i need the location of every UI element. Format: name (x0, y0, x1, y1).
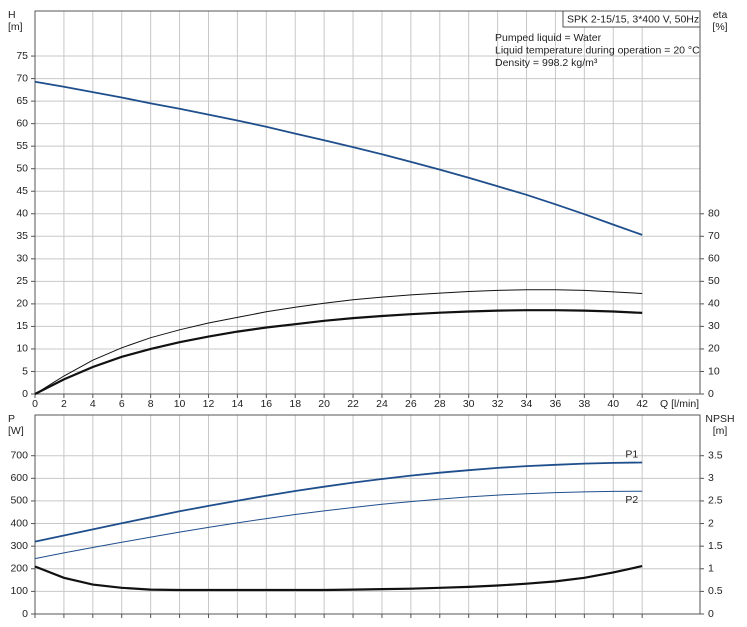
y-tick-label: 40 (16, 208, 28, 220)
y-tick-label: 75 (16, 50, 28, 62)
y-tick-label: 55 (16, 140, 28, 152)
y-axis-label: P (8, 413, 15, 425)
annotation-line: Pumped liquid = Water (495, 32, 602, 44)
y2-tick-label: 2 (708, 517, 714, 529)
y2-tick-label: 30 (708, 320, 720, 332)
series-label: P1 (625, 448, 638, 460)
y-tick-label: 300 (10, 540, 28, 552)
y-tick-label: 600 (10, 472, 28, 484)
x-axis-label: Q [l/min] (660, 398, 699, 410)
y-tick-label: 700 (10, 449, 28, 461)
x-tick-label: 12 (203, 398, 215, 410)
y2-tick-label: 1 (708, 563, 714, 575)
y-axis-label: [m] (8, 21, 23, 33)
x-tick-label: 22 (347, 398, 359, 410)
x-tick-label: 16 (260, 398, 272, 410)
y2-tick-label: 0 (708, 608, 714, 620)
curve (34, 309, 643, 395)
y2-tick-label: 70 (708, 230, 720, 242)
y2-tick-label: 20 (708, 343, 720, 355)
annotation-box (562, 10, 701, 28)
y2-tick-label: 2.5 (708, 495, 723, 507)
y-tick-label: 5 (22, 365, 28, 377)
y2-tick-label: 10 (708, 365, 720, 377)
y-tick-label: 500 (10, 495, 28, 507)
y-tick-label: 400 (10, 517, 28, 529)
x-tick-label: 34 (521, 398, 533, 410)
curve (34, 80, 643, 236)
annotation-title: SPK 2-15/15, 3*400 V, 50Hz (567, 13, 699, 25)
x-tick-label: 36 (550, 398, 562, 410)
x-tick-label: 4 (90, 398, 96, 410)
y-tick-label: 0 (22, 608, 28, 620)
y-axis-label: [W] (8, 425, 24, 437)
x-tick-label: 20 (318, 398, 330, 410)
y2-tick-label: 3 (708, 472, 714, 484)
y-axis-label: H (8, 9, 16, 21)
y-tick-label: 200 (10, 563, 28, 575)
y2-tick-label: 80 (708, 208, 720, 220)
x-tick-label: 28 (434, 398, 446, 410)
annotation-line: Density = 998.2 kg/m³ (495, 57, 598, 69)
y-tick-label: 30 (16, 253, 28, 265)
curve (34, 490, 643, 560)
x-tick-label: 0 (32, 398, 38, 410)
x-tick-label: 18 (289, 398, 301, 410)
x-tick-label: 6 (119, 398, 125, 410)
y-tick-label: 20 (16, 298, 28, 310)
curve (34, 461, 643, 543)
y2-axis-label: eta (713, 9, 728, 21)
x-tick-label: 26 (405, 398, 417, 410)
y2-tick-label: 40 (708, 298, 720, 310)
y-tick-label: 70 (16, 72, 28, 84)
y-tick-label: 10 (16, 343, 28, 355)
y-tick-label: 15 (16, 320, 28, 332)
y2-tick-label: 60 (708, 253, 720, 265)
y-tick-label: 25 (16, 275, 28, 287)
x-tick-label: 40 (607, 398, 619, 410)
plot-frame (34, 10, 701, 395)
y2-axis-label: [%] (712, 21, 727, 33)
x-tick-label: 2 (61, 398, 67, 410)
x-tick-label: 8 (148, 398, 154, 410)
y-tick-label: 45 (16, 185, 28, 197)
curve (34, 289, 643, 395)
y2-tick-label: 0.5 (708, 585, 723, 597)
x-tick-label: 24 (376, 398, 388, 410)
x-tick-label: 38 (579, 398, 591, 410)
y2-tick-label: 3.5 (708, 449, 723, 461)
y2-axis-label: [m] (713, 425, 728, 437)
x-tick-label: 30 (463, 398, 475, 410)
x-tick-label: 42 (636, 398, 648, 410)
x-tick-label: 10 (174, 398, 186, 410)
y2-tick-label: 1.5 (708, 540, 723, 552)
x-tick-label: 14 (232, 398, 244, 410)
plot-frame (34, 414, 701, 615)
x-tick-label: 32 (492, 398, 504, 410)
y-tick-label: 100 (10, 585, 28, 597)
y2-tick-label: 0 (708, 388, 714, 400)
y-tick-label: 35 (16, 230, 28, 242)
curve (34, 565, 643, 592)
y2-axis-label: NPSH (705, 413, 734, 425)
y-tick-label: 0 (22, 388, 28, 400)
y-tick-label: 50 (16, 162, 28, 174)
y2-tick-label: 50 (708, 275, 720, 287)
series-label: P2 (625, 494, 638, 506)
annotation-line: Liquid temperature during operation = 20… (495, 44, 700, 56)
y-tick-label: 60 (16, 117, 28, 129)
y-tick-label: 65 (16, 95, 28, 107)
